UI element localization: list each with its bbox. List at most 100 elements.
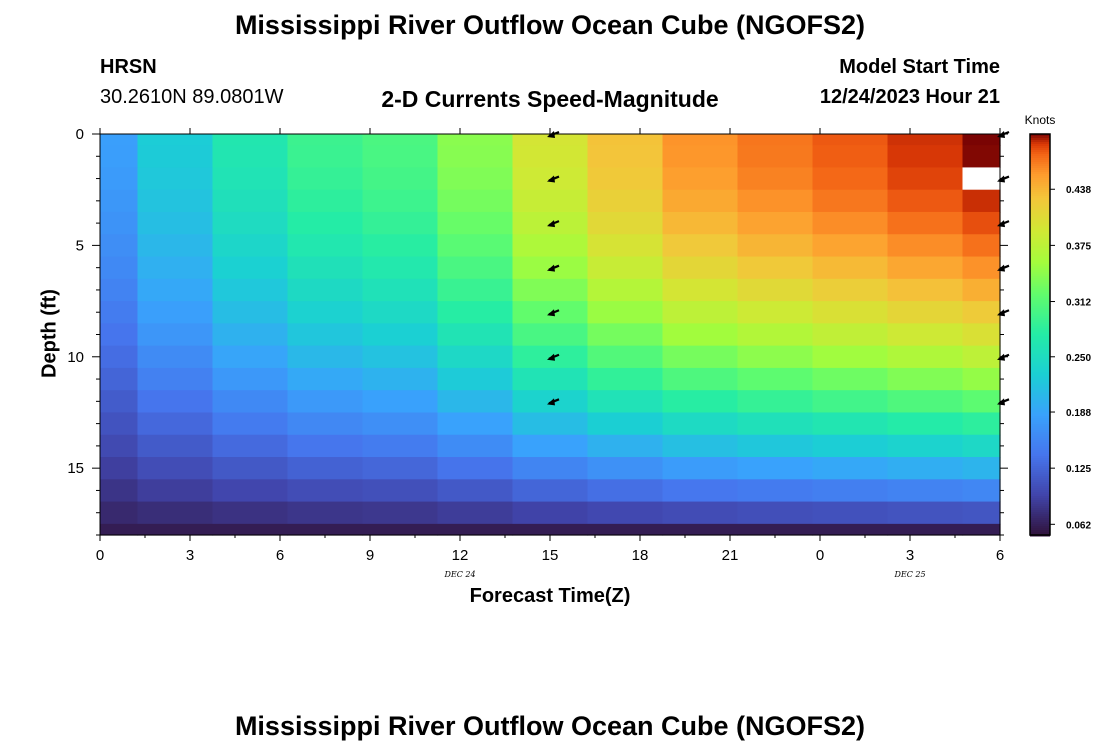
- colorbar-band: [1030, 474, 1050, 477]
- colorbar-band: [1030, 422, 1050, 425]
- heatmap-cell: [437, 145, 514, 169]
- colorbar-band: [1030, 200, 1050, 203]
- colorbar-tick-label: 0.250: [1066, 353, 1091, 364]
- heatmap-cell: [887, 189, 964, 213]
- colorbar-band: [1030, 312, 1050, 315]
- heatmap-cell: [437, 256, 514, 280]
- heatmap-cell: [962, 412, 1001, 436]
- colorbar-band: [1030, 158, 1050, 161]
- x-tick-label: 0: [816, 547, 824, 564]
- heatmap-cell: [287, 390, 364, 414]
- heatmap-cell: [587, 189, 664, 213]
- colorbar-band: [1030, 384, 1050, 387]
- model-start-label: Model Start Time: [839, 56, 1000, 78]
- colorbar-band: [1030, 234, 1050, 237]
- heatmap-cell: [812, 278, 889, 302]
- heatmap-cell: [662, 501, 739, 525]
- heatmap-cell: [437, 234, 514, 258]
- heatmap-cell: [662, 167, 739, 191]
- heatmap-cell: [362, 390, 439, 414]
- heatmap-cell: [662, 412, 739, 436]
- heatmap-cell: [137, 189, 214, 213]
- x-tick-label: 6: [996, 547, 1004, 564]
- colorbar-band: [1030, 370, 1050, 373]
- colorbar-band: [1030, 458, 1050, 461]
- colorbar-band: [1030, 510, 1050, 513]
- heatmap-cell: [812, 301, 889, 324]
- heatmap-cell: [137, 323, 214, 347]
- colorbar-band: [1030, 226, 1050, 229]
- heatmap-cell: [137, 412, 214, 436]
- heatmap-cell: [137, 523, 214, 536]
- heatmap-cell: [100, 167, 139, 191]
- heatmap-cell: [137, 134, 214, 146]
- colorbar-band: [1030, 470, 1050, 473]
- colorbar-band: [1030, 450, 1050, 453]
- colorbar-band: [1030, 532, 1050, 535]
- colorbar-band: [1030, 300, 1050, 303]
- heatmap-cell: [362, 323, 439, 347]
- heatmap-cell: [737, 278, 814, 302]
- heatmap-cell: [887, 390, 964, 414]
- colorbar-tick-label: 0.125: [1066, 464, 1091, 475]
- x-tick-label: 3: [906, 547, 914, 564]
- heatmap-cell: [662, 390, 739, 414]
- colorbar-tick-label: 0.312: [1066, 298, 1091, 309]
- colorbar-band: [1030, 350, 1050, 353]
- heatmap-cell: [212, 211, 289, 235]
- colorbar-band: [1030, 274, 1050, 277]
- colorbar-tick-label: 0.062: [1066, 520, 1091, 531]
- colorbar-band: [1030, 308, 1050, 311]
- heatmap-cell: [437, 345, 514, 369]
- heatmap-cell: [587, 256, 664, 280]
- colorbar-band: [1030, 406, 1050, 409]
- heatmap-cell: [587, 457, 664, 480]
- colorbar-band: [1030, 520, 1050, 523]
- heatmap-cell: [887, 167, 964, 191]
- colorbar-tick-label: 0.375: [1066, 241, 1091, 252]
- colorbar-band: [1030, 296, 1050, 299]
- heatmap-cell: [737, 301, 814, 324]
- colorbar-band: [1030, 188, 1050, 191]
- heatmap-cell: [737, 390, 814, 414]
- colorbar-band: [1030, 326, 1050, 329]
- colorbar-band: [1030, 360, 1050, 363]
- heatmap-cell: [437, 189, 514, 213]
- colorbar-band: [1030, 286, 1050, 289]
- heatmap-cell: [212, 390, 289, 414]
- station-name: HRSN: [100, 56, 157, 78]
- heatmap-cell: [587, 234, 664, 258]
- colorbar-band: [1030, 164, 1050, 167]
- colorbar-band: [1030, 290, 1050, 293]
- heatmap-cell: [737, 167, 814, 191]
- colorbar-band: [1030, 172, 1050, 175]
- heatmap-cell: [137, 390, 214, 414]
- colorbar-band: [1030, 322, 1050, 325]
- heatmap-cell: [212, 256, 289, 280]
- colorbar-band: [1030, 368, 1050, 371]
- heatmap-cell: [287, 345, 364, 369]
- colorbar-band: [1030, 332, 1050, 335]
- heatmap-cell: [362, 211, 439, 235]
- colorbar-band: [1030, 518, 1050, 521]
- date-label: DEC 25: [893, 570, 925, 579]
- heatmap-cell: [362, 278, 439, 302]
- colorbar-band: [1030, 396, 1050, 399]
- x-tick-label: 18: [632, 547, 649, 564]
- heatmap-cell: [212, 134, 289, 146]
- heatmap-cell: [287, 278, 364, 302]
- heatmap-cell: [512, 412, 589, 436]
- colorbar-band: [1030, 146, 1050, 149]
- colorbar-band: [1030, 254, 1050, 257]
- heatmap-cell: [287, 323, 364, 347]
- colorbar-band: [1030, 482, 1050, 485]
- colorbar-band: [1030, 194, 1050, 197]
- colorbar-band: [1030, 504, 1050, 507]
- heatmap-cell: [587, 434, 664, 458]
- colorbar-band: [1030, 444, 1050, 447]
- heatmap-cell: [212, 367, 289, 391]
- heatmap-cell: [737, 189, 814, 213]
- colorbar-band: [1030, 440, 1050, 443]
- heatmap-cell: [100, 501, 139, 525]
- heatmap-cell: [662, 234, 739, 258]
